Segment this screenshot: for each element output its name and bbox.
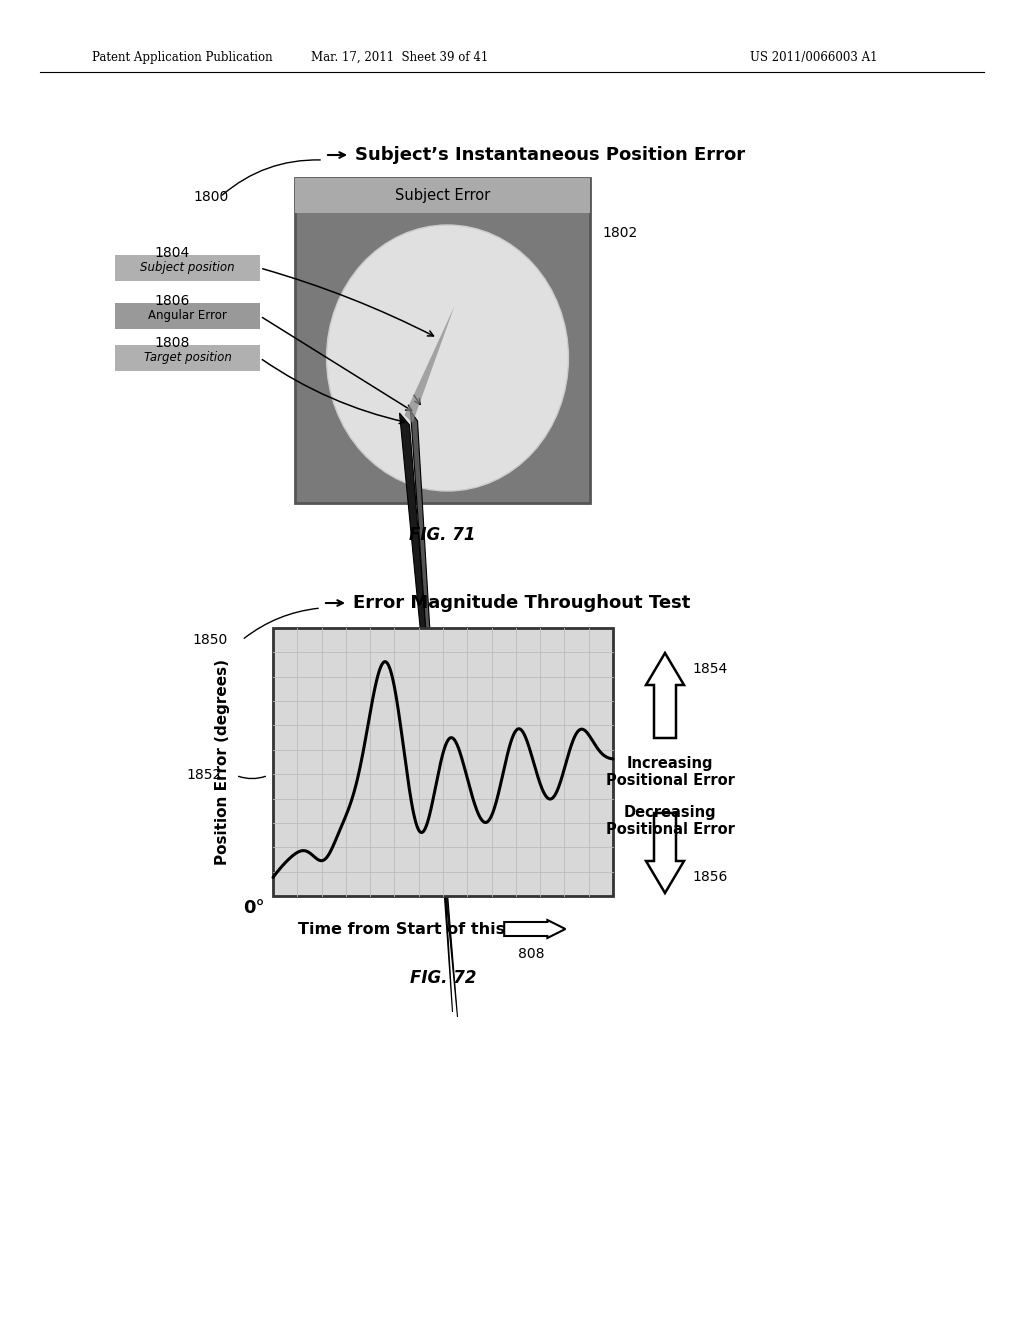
- Text: 1850: 1850: [193, 634, 228, 647]
- Ellipse shape: [327, 224, 568, 491]
- Bar: [295, 178, 590, 213]
- Text: Angular Error: Angular Error: [148, 309, 227, 322]
- Text: Decreasing
Positional Error: Decreasing Positional Error: [605, 805, 734, 837]
- Bar: [115, 345, 260, 371]
- Text: Increasing
Positional Error: Increasing Positional Error: [605, 756, 734, 788]
- Bar: [295, 178, 590, 503]
- Text: Subject position: Subject position: [140, 261, 234, 275]
- Text: Time from Start of this Test: Time from Start of this Test: [298, 921, 548, 936]
- Polygon shape: [646, 813, 684, 894]
- Polygon shape: [411, 411, 453, 1012]
- Polygon shape: [504, 920, 565, 939]
- Text: Mar. 17, 2011  Sheet 39 of 41: Mar. 17, 2011 Sheet 39 of 41: [311, 50, 488, 63]
- Text: 808: 808: [518, 946, 545, 961]
- Text: Patent Application Publication: Patent Application Publication: [92, 50, 272, 63]
- Text: 1800: 1800: [193, 190, 228, 205]
- Text: 1856: 1856: [692, 870, 727, 884]
- Bar: [115, 255, 260, 281]
- Text: 1806: 1806: [155, 294, 190, 308]
- Text: 1804: 1804: [155, 246, 190, 260]
- Text: Target position: Target position: [143, 351, 231, 364]
- Text: 1852: 1852: [186, 768, 222, 783]
- Polygon shape: [399, 413, 458, 1016]
- Text: Subject Error: Subject Error: [395, 187, 490, 203]
- Bar: [273, 628, 613, 896]
- Text: 1854: 1854: [692, 663, 727, 676]
- Text: FIG. 72: FIG. 72: [410, 969, 476, 987]
- Bar: [115, 304, 260, 329]
- Text: 1802: 1802: [602, 226, 637, 240]
- Polygon shape: [646, 653, 684, 738]
- Text: 1808: 1808: [155, 337, 190, 350]
- Polygon shape: [404, 306, 455, 422]
- Text: Subject’s Instantaneous Position Error: Subject’s Instantaneous Position Error: [355, 147, 745, 164]
- Text: US 2011/0066003 A1: US 2011/0066003 A1: [750, 50, 878, 63]
- Text: 0°: 0°: [244, 899, 265, 917]
- Text: Position Error (degrees): Position Error (degrees): [215, 659, 230, 865]
- Text: FIG. 71: FIG. 71: [410, 525, 476, 544]
- Text: Error Magnitude Throughout Test: Error Magnitude Throughout Test: [353, 594, 690, 612]
